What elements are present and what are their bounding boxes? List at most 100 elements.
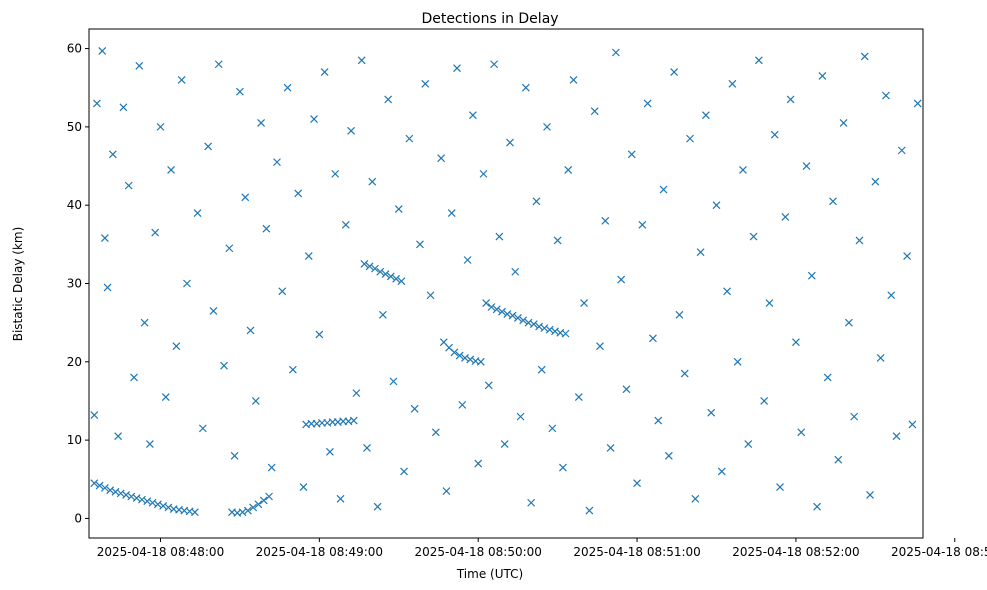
scatter-point — [511, 267, 520, 276]
scatter-point — [765, 299, 774, 308]
scatter-point — [394, 205, 403, 214]
scatter-point — [860, 52, 869, 61]
scatter-point — [161, 393, 170, 401]
scatter-point — [717, 467, 726, 476]
scatter-point — [855, 236, 864, 245]
chart-title: Detections in Delay — [421, 11, 558, 27]
scatter-point — [807, 271, 816, 280]
scatter-point — [278, 287, 287, 296]
scatter-point — [813, 502, 822, 511]
scatter-point — [389, 377, 398, 386]
scatter-point — [508, 311, 517, 320]
scatter-point — [871, 177, 880, 186]
scatter-point — [265, 492, 273, 501]
scatter-point — [776, 483, 784, 492]
scatter-point — [458, 400, 467, 409]
scatter-point — [98, 47, 107, 55]
scatter-point — [754, 56, 763, 65]
scatter-point — [654, 416, 663, 425]
scatter-point — [670, 68, 679, 76]
scatter-point — [400, 467, 408, 476]
scatter-point — [132, 494, 141, 502]
scatter-point — [246, 326, 255, 335]
scatter-point — [551, 327, 559, 336]
scatter-point — [93, 99, 101, 108]
scatter-point — [283, 83, 292, 92]
scatter-point — [569, 75, 578, 84]
scatter-point — [521, 83, 530, 92]
scatter-point — [331, 169, 340, 178]
scatter-point — [484, 381, 493, 390]
scatter-point — [723, 287, 732, 296]
scatter-point — [461, 353, 469, 362]
scatter-point — [545, 325, 554, 334]
scatter-point — [352, 389, 361, 398]
scatter-point — [474, 459, 483, 468]
scatter-point — [360, 259, 369, 268]
scatter-point — [153, 500, 162, 509]
scatter-point — [887, 291, 896, 300]
scatter-point — [183, 279, 191, 288]
scatter-point — [437, 154, 446, 163]
scatter-point — [119, 103, 128, 112]
scatter-point — [633, 479, 641, 488]
scatter-point — [466, 355, 475, 364]
scatter-point — [561, 329, 570, 338]
scatter-point — [243, 506, 252, 515]
scatter-point — [580, 299, 589, 308]
scatter-point — [416, 240, 424, 249]
scatter-point — [151, 228, 160, 237]
scatter-point — [728, 79, 737, 88]
scatter-point — [209, 306, 218, 315]
scatter-point — [487, 303, 496, 311]
scatter-point — [786, 95, 795, 104]
scatter-point — [426, 291, 435, 300]
scatter-point — [249, 503, 258, 512]
scatter-point — [596, 342, 604, 351]
scatter-point — [770, 130, 779, 139]
scatter-point — [468, 111, 477, 120]
scatter-point — [897, 146, 906, 155]
scatter-point — [198, 424, 207, 433]
scatter-point — [503, 310, 512, 318]
scatter-point — [908, 420, 917, 429]
scatter-point — [103, 283, 112, 292]
scatter-point — [347, 126, 356, 135]
scatter-point — [143, 497, 152, 506]
scatter-point — [482, 299, 491, 308]
scatter-point — [204, 142, 213, 151]
scatter-point — [138, 495, 146, 504]
scatter-point — [701, 111, 710, 120]
scatter-point — [193, 209, 202, 217]
scatter-point — [659, 185, 668, 194]
scatter-point — [310, 115, 318, 123]
scatter-point — [177, 75, 186, 84]
scatter-point — [365, 262, 374, 271]
x-tick-label: 2025-04-18 08:53:00 — [891, 545, 987, 559]
scatter-point — [532, 197, 541, 206]
scatter-point — [802, 162, 811, 170]
scatter-point — [164, 503, 173, 512]
scatter-point — [638, 220, 647, 229]
scatter-point — [712, 201, 721, 210]
scatter-point — [643, 99, 652, 108]
scatter-point — [225, 244, 234, 253]
scatter-point — [95, 481, 104, 490]
scatter-point — [267, 463, 276, 472]
scatter-point — [524, 318, 533, 327]
scatter-point — [476, 357, 485, 366]
scatter-point — [506, 138, 514, 147]
scatter-point — [529, 320, 538, 329]
scatter-point — [463, 256, 472, 264]
scatter-point — [108, 150, 117, 159]
scatter-point — [111, 487, 120, 496]
scatter-point — [156, 122, 165, 131]
scatter-point — [220, 361, 228, 370]
scatter-point — [553, 236, 562, 245]
scatter-point — [834, 455, 843, 464]
scatter-point — [760, 397, 769, 405]
scatter-point — [453, 64, 461, 73]
x-tick-label: 2025-04-18 08:48:00 — [97, 545, 224, 559]
scatter-point — [558, 463, 567, 472]
